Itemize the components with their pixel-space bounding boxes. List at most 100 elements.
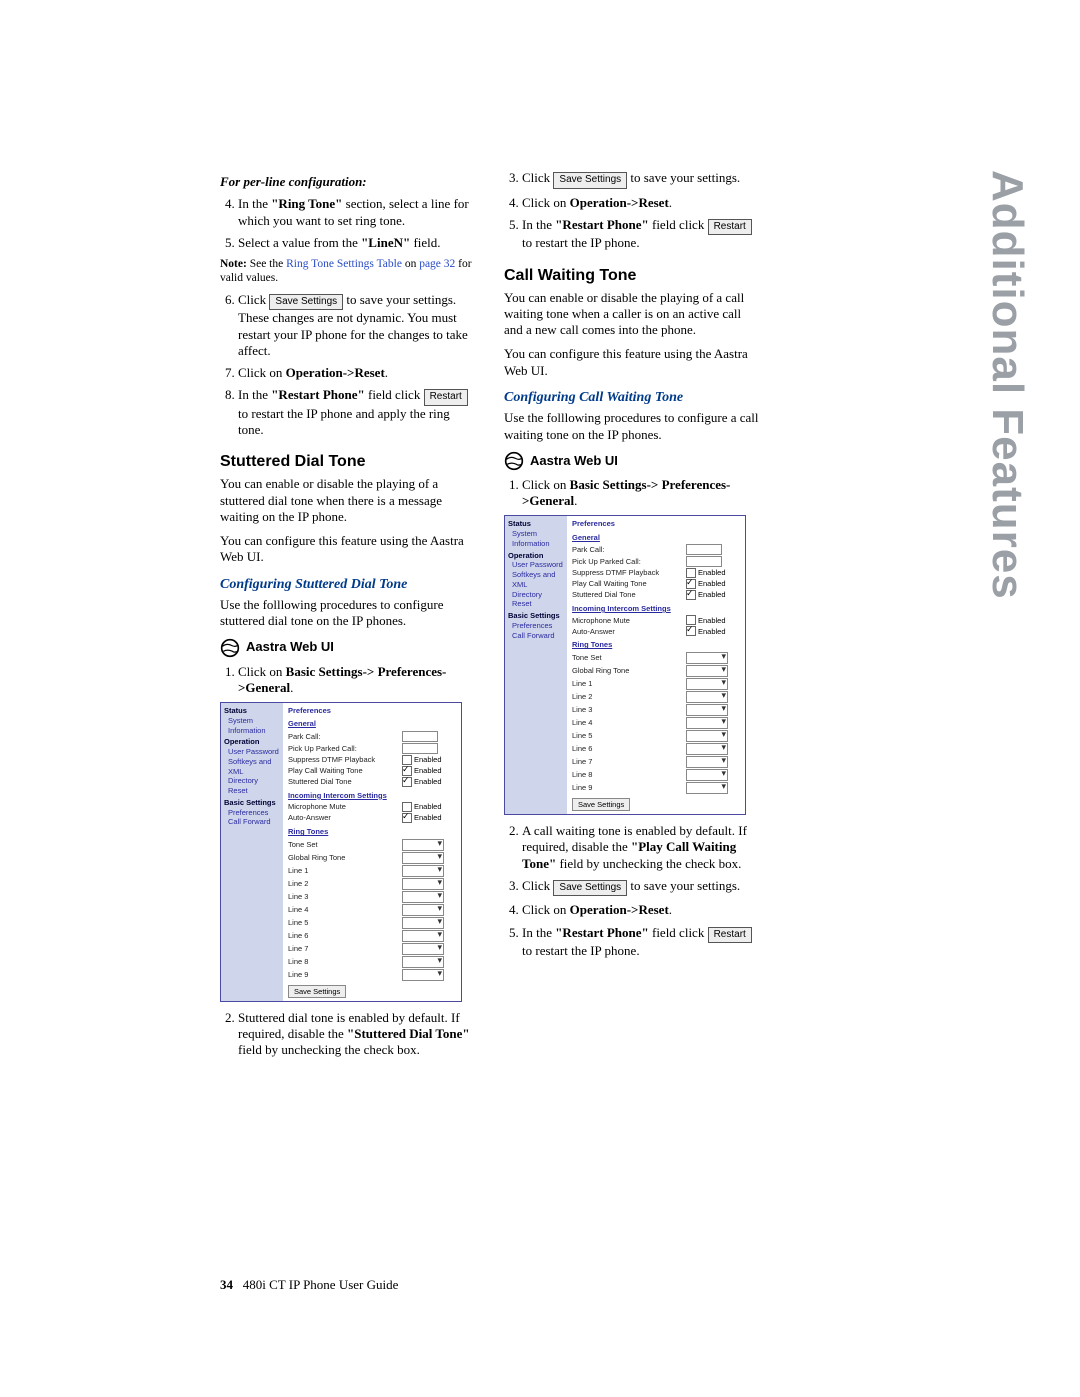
cw-paragraph-1: You can enable or disable the playing of…: [504, 290, 760, 339]
stutter-steps-2: Stuttered dial tone is enabled by defaul…: [220, 1010, 476, 1059]
cw-step-5: In the "Restart Phone" field click Resta…: [522, 925, 760, 960]
stutter-step-1: Click on Basic Settings-> Preferences->G…: [238, 664, 476, 697]
cw-paragraph-2: You can configure this feature using the…: [504, 346, 760, 379]
aastra-web-ui-row: Aastra Web UI: [504, 451, 760, 471]
tone-set-select[interactable]: [402, 839, 444, 851]
heading-call-waiting-tone: Call Waiting Tone: [504, 266, 760, 286]
globe-icon: [220, 638, 240, 658]
stutter-step-2: Stuttered dial tone is enabled by defaul…: [238, 1010, 476, 1059]
line-select[interactable]: [686, 717, 728, 729]
line-row: Line 4: [288, 904, 456, 916]
screenshot-save-button[interactable]: Save Settings: [288, 985, 346, 998]
step-5: Select a value from the "LineN" field.: [238, 235, 476, 251]
line-select[interactable]: [686, 769, 728, 781]
step-8: In the "Restart Phone" field click Resta…: [238, 387, 476, 438]
pickup-input[interactable]: [402, 743, 438, 754]
line-row: Line 8: [572, 769, 740, 781]
line-select[interactable]: [402, 878, 444, 890]
right-step-5: In the "Restart Phone" field click Resta…: [522, 217, 760, 252]
page-number: 34: [220, 1277, 233, 1292]
line-select[interactable]: [402, 865, 444, 877]
line-select[interactable]: [402, 917, 444, 929]
globe-icon: [504, 451, 524, 471]
line-row: Line 2: [572, 691, 740, 703]
save-settings-button[interactable]: Save Settings: [269, 294, 343, 311]
line-row: Line 3: [572, 704, 740, 716]
right-step-4: Click on Operation->Reset.: [522, 195, 760, 211]
line-select[interactable]: [402, 969, 444, 981]
cw-step-2: A call waiting tone is enabled by defaul…: [522, 823, 760, 872]
park-call-input[interactable]: [402, 731, 438, 742]
line-select[interactable]: [402, 930, 444, 942]
line-row: Line 7: [572, 756, 740, 768]
screenshot-nav: Status System Information Operation User…: [505, 516, 567, 814]
line-select[interactable]: [686, 782, 728, 794]
line-select[interactable]: [686, 704, 728, 716]
heading-stuttered-dial-tone: Stuttered Dial Tone: [220, 452, 476, 472]
park-call-input[interactable]: [686, 544, 722, 555]
stutter-steps: Click on Basic Settings-> Preferences->G…: [220, 664, 476, 697]
side-heading: Additional Features: [972, 170, 1032, 600]
cw-step-3: Click Save Settings to save your setting…: [522, 878, 760, 897]
right-step-3: Click Save Settings to save your setting…: [522, 170, 760, 189]
cw-steps: Click on Basic Settings-> Preferences->G…: [504, 477, 760, 510]
pickup-input[interactable]: [686, 556, 722, 567]
link-page-32[interactable]: page 32: [419, 258, 455, 270]
step-7: Click on Operation->Reset.: [238, 365, 476, 381]
line-row: Line 2: [288, 878, 456, 890]
auto-answer-checkbox[interactable]: [402, 813, 412, 823]
screenshot-nav: Status System Information Operation User…: [221, 703, 283, 1001]
link-ring-tone-table[interactable]: Ring Tone Settings Table: [286, 258, 402, 270]
line-select[interactable]: [402, 904, 444, 916]
document-page: Additional Features For per-line configu…: [0, 0, 1080, 1397]
note-ring-tone: Note: See the Ring Tone Settings Table o…: [220, 257, 476, 286]
cw-steps-2: A call waiting tone is enabled by defaul…: [504, 823, 760, 959]
restart-button[interactable]: Restart: [424, 389, 468, 406]
two-column-layout: For per-line configuration: In the "Ring…: [220, 170, 760, 1065]
tone-set-select[interactable]: [686, 652, 728, 664]
aastra-web-ui-label: Aastra Web UI: [246, 639, 334, 655]
line-select[interactable]: [686, 730, 728, 742]
save-settings-button[interactable]: Save Settings: [553, 172, 627, 189]
line-select[interactable]: [686, 691, 728, 703]
step-4: In the "Ring Tone" section, select a lin…: [238, 196, 476, 229]
line-select[interactable]: [686, 756, 728, 768]
save-settings-button[interactable]: Save Settings: [553, 880, 627, 897]
line-select[interactable]: [402, 891, 444, 903]
heading-config-call-waiting: Configuring Call Waiting Tone: [504, 389, 760, 407]
line-row: Line 9: [288, 969, 456, 981]
line-row: Line 1: [572, 678, 740, 690]
line-select[interactable]: [686, 678, 728, 690]
line-row: Line 7: [288, 943, 456, 955]
right-steps-top: Click Save Settings to save your setting…: [504, 170, 760, 252]
per-line-steps: In the "Ring Tone" section, select a lin…: [220, 196, 476, 251]
stutter-paragraph-3: Use the folllowing procedures to configu…: [220, 597, 476, 630]
line-row: Line 6: [288, 930, 456, 942]
line-row: Line 3: [288, 891, 456, 903]
column-right: Click Save Settings to save your setting…: [504, 170, 760, 1065]
step-6: Click Save Settings to save your setting…: [238, 292, 476, 359]
line-select[interactable]: [402, 956, 444, 968]
preferences-screenshot-1: Status System Information Operation User…: [220, 702, 462, 1002]
page-footer: 34 480i CT IP Phone User Guide: [220, 1277, 398, 1293]
restart-button[interactable]: Restart: [708, 927, 752, 944]
line-row: Line 8: [288, 956, 456, 968]
preferences-screenshot-2: Status System Information Operation User…: [504, 515, 746, 815]
global-ring-select[interactable]: [402, 852, 444, 864]
stuttered-checkbox[interactable]: [402, 777, 412, 787]
global-ring-select[interactable]: [686, 665, 728, 677]
line-select[interactable]: [402, 943, 444, 955]
aastra-web-ui-label: Aastra Web UI: [530, 453, 618, 469]
cw-paragraph-3: Use the folllowing procedures to configu…: [504, 410, 760, 443]
line-row: Line 4: [572, 717, 740, 729]
screenshot-body: Preferences General Park Call: Pick Up P…: [567, 516, 745, 814]
stuttered-checkbox[interactable]: [686, 590, 696, 600]
column-left: For per-line configuration: In the "Ring…: [220, 170, 476, 1065]
screenshot-save-button[interactable]: Save Settings: [572, 798, 630, 811]
stutter-paragraph-1: You can enable or disable the playing of…: [220, 476, 476, 525]
line-row: Line 1: [288, 865, 456, 877]
line-select[interactable]: [686, 743, 728, 755]
restart-button[interactable]: Restart: [708, 219, 752, 236]
line-row: Line 9: [572, 782, 740, 794]
auto-answer-checkbox[interactable]: [686, 626, 696, 636]
